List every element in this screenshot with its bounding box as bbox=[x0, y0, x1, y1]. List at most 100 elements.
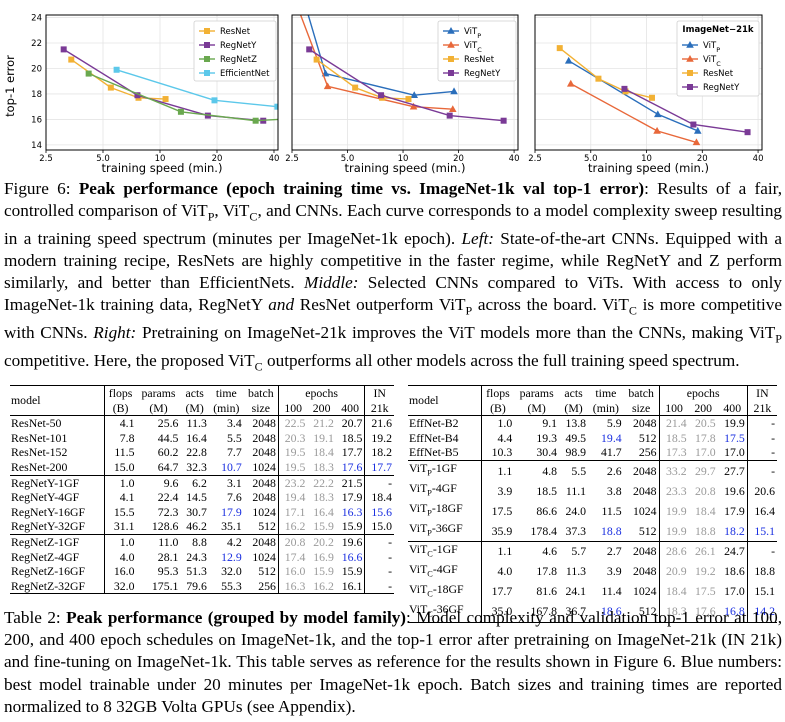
figure-caption-body: : Results of a fair, controlled comparis… bbox=[4, 179, 783, 374]
legend-marker bbox=[448, 70, 454, 76]
value-cell: 3.8 bbox=[606, 483, 622, 498]
value-cell: 18.4 bbox=[364, 490, 394, 505]
value-cell: 7.6 bbox=[227, 490, 242, 505]
plot-frame bbox=[45, 14, 279, 151]
y-axis-label: top-1 error bbox=[3, 55, 17, 117]
value-cell: 23.2 bbox=[277, 474, 308, 491]
header-in-unit: 21k bbox=[746, 400, 777, 416]
value-cell: 178.4 bbox=[530, 523, 558, 538]
value-cell: 17.0 bbox=[695, 445, 716, 460]
data-point bbox=[595, 75, 602, 82]
legend-box bbox=[193, 20, 277, 82]
value-cell: 512 bbox=[638, 523, 657, 538]
x-axis-label: training speed (min.) bbox=[102, 161, 223, 175]
value-cell: 15.5 bbox=[103, 504, 137, 520]
data-point bbox=[690, 121, 697, 128]
value-cell: 16.9 bbox=[313, 549, 334, 564]
legend-label: RegNetY bbox=[220, 41, 257, 51]
value-cell: 24.0 bbox=[565, 503, 587, 518]
value-cell: 22.5 bbox=[277, 415, 308, 431]
value-cell: 21.5 bbox=[335, 474, 365, 491]
model-name-cell: RegNetZ-1GF bbox=[10, 533, 105, 550]
x-tick-label: 10 bbox=[155, 154, 166, 164]
value-cell: 2048 bbox=[623, 415, 660, 431]
header-params-unit: (M) bbox=[149, 400, 168, 415]
value-cell: 2048 bbox=[252, 430, 276, 445]
header-acts: acts bbox=[559, 384, 589, 401]
value-cell: 81.6 bbox=[536, 584, 558, 599]
header-e400: 400 bbox=[723, 400, 742, 415]
value-cell: 17.0 bbox=[724, 445, 745, 460]
value-cell: 44.5 bbox=[157, 430, 179, 445]
header-model: model bbox=[408, 384, 482, 416]
table-row: ResNet-50 4.1 25.6 11.3 3.4 2048 22.5 21.2 20.7 2… bbox=[10, 415, 394, 431]
value-cell: - bbox=[364, 474, 394, 491]
model-name-cell: RegNetY-16GF bbox=[11, 504, 86, 519]
value-cell: 5.7 bbox=[559, 540, 589, 562]
model-name-cell: EffNet-B5 bbox=[409, 445, 459, 460]
data-point bbox=[446, 112, 453, 119]
data-point bbox=[653, 126, 661, 134]
legend-marker bbox=[448, 56, 454, 62]
value-cell: 15.9 bbox=[341, 564, 363, 579]
value-cell: 175.1 bbox=[136, 578, 181, 595]
table-caption-label: Table 2: bbox=[4, 608, 61, 627]
header-flops-unit: (B) bbox=[103, 400, 137, 416]
model-name-cell: ViTP-1GF bbox=[408, 459, 482, 481]
legend-marker bbox=[686, 55, 694, 62]
value-cell: 4.2 bbox=[208, 533, 244, 550]
model-name-cell: ViTP-18GF bbox=[409, 500, 463, 518]
value-cell: 18.2 bbox=[724, 523, 745, 538]
legend-marker bbox=[204, 42, 210, 48]
value-cell: 21.4 bbox=[658, 415, 689, 431]
legend-label: ResNet bbox=[464, 55, 495, 65]
data-point bbox=[378, 92, 385, 99]
header-e200: 200 bbox=[312, 400, 331, 415]
value-cell: 15.9 bbox=[313, 519, 334, 534]
legend-label: ViTP bbox=[464, 27, 481, 40]
value-cell: 1024 bbox=[252, 549, 276, 564]
value-cell: 19.5 bbox=[277, 445, 308, 460]
header-epochs: epochs bbox=[658, 384, 748, 401]
value-cell: 512 bbox=[638, 430, 657, 445]
plot-frame bbox=[291, 14, 519, 151]
header-flops: flops bbox=[480, 384, 515, 401]
value-cell: 17.3 bbox=[658, 445, 689, 461]
legend-marker bbox=[447, 41, 455, 48]
value-cell: 17.8 bbox=[536, 564, 558, 579]
header-acts: acts bbox=[180, 384, 209, 401]
data-point bbox=[177, 108, 184, 115]
header-e400: 400 bbox=[341, 400, 359, 415]
value-cell: 16.4 bbox=[186, 430, 207, 445]
value-cell: 23.3 bbox=[658, 480, 689, 501]
model-name-cell: EffNet-B4 bbox=[409, 430, 459, 445]
figure-6-caption: Figure 6: Peak performance (epoch traini… bbox=[4, 178, 782, 377]
value-cell: 86.6 bbox=[536, 503, 558, 518]
value-cell: - bbox=[746, 459, 777, 481]
legend-marker bbox=[204, 28, 210, 34]
series-regnety bbox=[306, 46, 507, 124]
model-name-cell: ViTP-4GF bbox=[409, 480, 457, 498]
data-point bbox=[648, 94, 655, 101]
series-resnet bbox=[68, 56, 169, 103]
value-cell: 512 bbox=[258, 564, 276, 579]
model-name-cell: RegNetY-1GF bbox=[10, 474, 105, 491]
value-cell: 51.3 bbox=[186, 564, 207, 579]
model-name-cell: ViTC-36GF bbox=[408, 601, 482, 623]
legend-marker bbox=[204, 56, 210, 62]
data-point bbox=[653, 110, 662, 118]
table-right: model flops params acts time batch epoch… bbox=[408, 384, 777, 623]
series-efficientnet bbox=[113, 66, 278, 110]
value-cell: 16.2 bbox=[277, 519, 308, 535]
y-tick-label: 20 bbox=[31, 64, 42, 74]
header-time: time bbox=[208, 384, 244, 401]
value-cell: 17.9 bbox=[221, 504, 242, 519]
panel-left: 2.5 5.0 10 20 40 14 16 18 20 22 24 training speed (… bbox=[31, 14, 279, 175]
value-cell: 18.3 bbox=[313, 490, 334, 505]
value-cell: 1.1 bbox=[480, 459, 515, 481]
series-line bbox=[307, 15, 455, 96]
value-cell: 16.6 bbox=[341, 549, 363, 564]
value-cell: 1024 bbox=[632, 584, 657, 599]
value-cell: 16.3 bbox=[277, 578, 308, 595]
value-cell: 17.5 bbox=[480, 500, 515, 521]
